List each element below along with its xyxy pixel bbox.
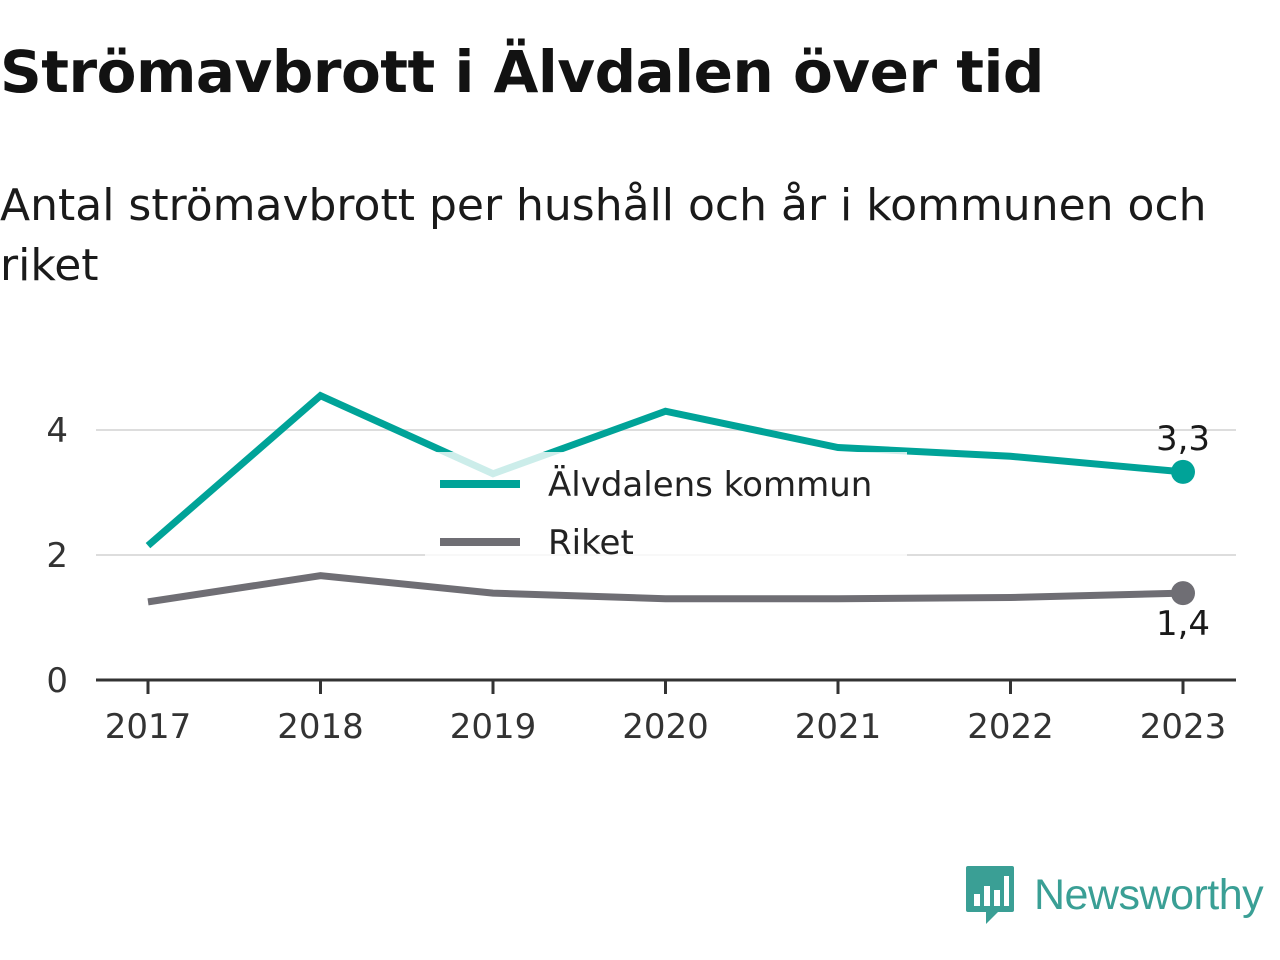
line-chart: 0 2 4 2017 2018 2019 2020 2021 2022 2023 Älvdalen…: [46, 391, 1236, 747]
newsworthy-logo-icon: [966, 866, 1014, 924]
data-label: 3,3: [1156, 419, 1210, 459]
x-tick-label: 2022: [967, 707, 1054, 747]
series-lines: [145, 391, 1195, 606]
legend-label: Riket: [548, 523, 634, 563]
series-end-point-2: [1171, 581, 1195, 606]
x-tick-label: 2023: [1140, 707, 1227, 747]
legend: Älvdalens kommun Riket: [425, 452, 907, 563]
chart-title: Strömavbrott i Älvdalen över tid: [0, 38, 1044, 106]
y-tick-label: 4: [46, 411, 68, 451]
x-tick-label: 2020: [622, 707, 709, 747]
x-tick-label: 2018: [277, 707, 364, 747]
x-tick-label: 2021: [795, 707, 882, 747]
brand-logo[interactable]: Newsworthy: [964, 864, 1264, 926]
y-tick-label: 2: [46, 536, 68, 576]
legend-label: Älvdalens kommun: [548, 465, 872, 505]
brand-name: Newsworthy: [1034, 870, 1264, 919]
x-tick-label: 2019: [450, 707, 537, 747]
axes: 0 2 4 2017 2018 2019 2020 2021 2022 2023: [46, 411, 1236, 747]
end-labels: 3,3 1,4: [1156, 419, 1210, 644]
series-line-2: [147, 572, 1184, 606]
x-tick-label: 2017: [105, 707, 192, 747]
y-tick-label: 0: [46, 661, 68, 701]
chart-subtitle: Antal strömavbrott per hushåll och år i …: [0, 180, 1207, 291]
data-label: 1,4: [1156, 604, 1210, 644]
series-end-point-1: [1171, 459, 1195, 484]
series-line-1: [145, 391, 1184, 549]
